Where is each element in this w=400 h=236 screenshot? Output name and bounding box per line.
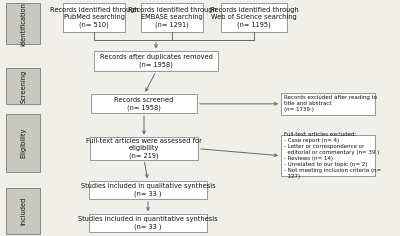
Text: Records identified through
PubMed searching
(n= 510): Records identified through PubMed search… xyxy=(50,7,138,28)
FancyBboxPatch shape xyxy=(63,3,125,32)
FancyBboxPatch shape xyxy=(89,214,207,232)
Text: Included: Included xyxy=(20,197,26,225)
FancyBboxPatch shape xyxy=(281,135,375,176)
FancyBboxPatch shape xyxy=(6,188,40,234)
FancyBboxPatch shape xyxy=(91,94,197,113)
Text: Records identified through
Web of Science searching
(n= 1195): Records identified through Web of Scienc… xyxy=(210,7,298,28)
FancyBboxPatch shape xyxy=(89,181,207,199)
Text: Records screened
(n= 1958): Records screened (n= 1958) xyxy=(114,97,174,111)
Text: Records after duplicates removed
(n= 1958): Records after duplicates removed (n= 195… xyxy=(100,55,212,68)
FancyBboxPatch shape xyxy=(94,51,218,71)
Text: Studies included in quantitative synthesis
(n= 33 ): Studies included in quantitative synthes… xyxy=(78,216,218,230)
FancyBboxPatch shape xyxy=(6,68,40,104)
FancyBboxPatch shape xyxy=(221,3,287,32)
Text: Eligibility: Eligibility xyxy=(20,128,26,158)
Text: Records identified through
EMBASE searching
(n= 1291): Records identified through EMBASE search… xyxy=(128,7,216,28)
FancyBboxPatch shape xyxy=(6,3,40,44)
FancyBboxPatch shape xyxy=(281,93,375,115)
Text: Screening: Screening xyxy=(20,70,26,103)
FancyBboxPatch shape xyxy=(6,114,40,172)
Text: Studies included in qualitative synthesis
(n= 33 ): Studies included in qualitative synthesi… xyxy=(81,183,215,197)
Text: Records excluded after reading to
title and abstract
(n= 1739 ): Records excluded after reading to title … xyxy=(284,95,377,112)
FancyBboxPatch shape xyxy=(90,137,198,160)
Text: Full-text articles excluded:
- Case report (n= 4)
- Letter or correspondence or
: Full-text articles excluded: - Case repo… xyxy=(284,132,382,179)
Text: Full-text articles were assessed for
eligibility
(n= 219): Full-text articles were assessed for eli… xyxy=(86,138,202,159)
FancyBboxPatch shape xyxy=(141,3,203,32)
Text: Identification: Identification xyxy=(20,2,26,46)
